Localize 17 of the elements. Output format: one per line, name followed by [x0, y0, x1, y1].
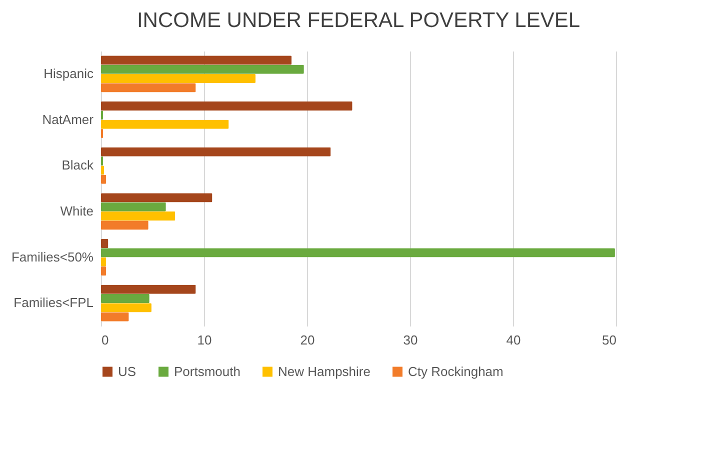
x-tick-label: 10: [197, 332, 212, 348]
y-tick-label: White: [60, 203, 94, 218]
y-tick-label: Families<50%: [11, 249, 94, 264]
x-tick-label: 40: [506, 332, 521, 348]
legend-label: Portsmouth: [174, 364, 240, 379]
y-tick-label: NatAmer: [42, 112, 94, 127]
y-tick-label: Families<FPL: [14, 295, 94, 310]
chart-title: INCOME UNDER FEDERAL POVERTY LEVEL: [136, 9, 580, 32]
x-tick-label: 50: [602, 332, 616, 348]
legend-label: US: [118, 364, 136, 379]
x-tick-label: 20: [300, 332, 315, 348]
x-tick-label: 0: [102, 332, 109, 348]
y-tick-label: Black: [62, 158, 94, 173]
y-tick-label: Hispanic: [44, 66, 94, 81]
legend-label: Cty Rockingham: [408, 364, 504, 379]
x-tick-label: 30: [403, 332, 418, 348]
legend-label: New Hampshire: [278, 364, 370, 379]
